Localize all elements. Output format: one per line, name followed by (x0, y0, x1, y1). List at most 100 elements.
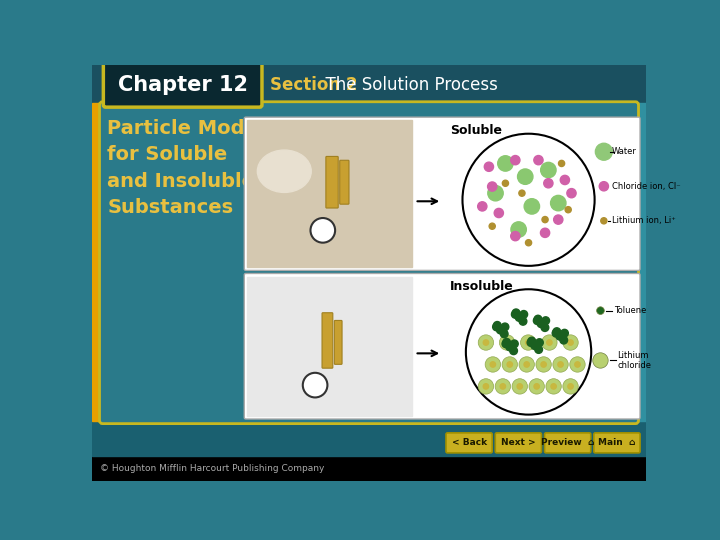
Bar (248, 120, 413, 267)
Text: Lithium ion, Li⁺: Lithium ion, Li⁺ (611, 217, 675, 225)
FancyBboxPatch shape (104, 63, 262, 107)
Circle shape (527, 339, 535, 347)
Circle shape (501, 323, 509, 331)
Circle shape (534, 317, 541, 325)
Circle shape (497, 326, 504, 334)
Bar (92, 65, 647, 103)
Circle shape (510, 232, 520, 241)
Ellipse shape (257, 150, 311, 192)
Circle shape (563, 379, 578, 394)
Circle shape (565, 207, 571, 213)
FancyBboxPatch shape (594, 433, 640, 453)
Circle shape (597, 307, 604, 314)
Circle shape (524, 199, 539, 214)
FancyBboxPatch shape (99, 102, 639, 423)
Circle shape (568, 384, 573, 389)
Circle shape (541, 228, 549, 238)
Text: Lithium
chloride: Lithium chloride (618, 351, 652, 370)
Text: The Solution Process: The Solution Process (315, 76, 498, 94)
Text: Insoluble: Insoluble (450, 280, 514, 293)
Circle shape (500, 335, 515, 350)
Circle shape (488, 185, 503, 201)
Circle shape (553, 328, 561, 335)
Circle shape (494, 208, 503, 218)
Circle shape (490, 362, 495, 367)
Circle shape (528, 337, 536, 345)
Circle shape (537, 320, 545, 328)
Circle shape (512, 379, 528, 394)
Circle shape (526, 340, 531, 345)
Circle shape (503, 180, 508, 186)
Text: Water and
lithium chloride: Water and lithium chloride (252, 124, 345, 146)
Circle shape (595, 143, 612, 160)
Circle shape (567, 188, 576, 198)
Circle shape (516, 314, 523, 321)
Text: © Houghton Mifflin Harcourt Publishing Company: © Houghton Mifflin Harcourt Publishing C… (99, 464, 324, 473)
Text: Preview  ⌂: Preview ⌂ (541, 438, 595, 447)
Circle shape (542, 217, 548, 222)
Circle shape (512, 309, 520, 316)
Circle shape (593, 353, 608, 368)
Circle shape (507, 362, 513, 367)
Ellipse shape (310, 218, 335, 242)
Circle shape (483, 384, 489, 389)
Bar (92, 456, 647, 481)
Circle shape (485, 357, 500, 372)
Circle shape (558, 362, 563, 367)
Circle shape (552, 329, 560, 337)
FancyBboxPatch shape (244, 117, 640, 271)
FancyBboxPatch shape (446, 433, 492, 453)
Circle shape (511, 310, 519, 318)
Circle shape (510, 340, 518, 348)
Circle shape (536, 357, 552, 372)
Circle shape (541, 163, 556, 178)
FancyBboxPatch shape (244, 273, 640, 419)
Circle shape (544, 179, 553, 188)
Circle shape (599, 181, 608, 191)
Circle shape (529, 379, 544, 394)
FancyBboxPatch shape (334, 320, 342, 364)
Circle shape (524, 362, 529, 367)
Text: Soluble: Soluble (450, 124, 502, 137)
Circle shape (546, 340, 552, 345)
Text: Section 2: Section 2 (271, 76, 358, 94)
Circle shape (561, 329, 568, 337)
Circle shape (534, 156, 543, 165)
Circle shape (521, 335, 536, 350)
Text: < Back: < Back (451, 438, 487, 447)
Circle shape (466, 289, 591, 415)
Circle shape (478, 335, 494, 350)
Circle shape (563, 335, 578, 350)
Circle shape (568, 340, 573, 345)
Circle shape (502, 357, 518, 372)
Text: Main  ⌂: Main ⌂ (598, 438, 636, 447)
Circle shape (519, 357, 534, 372)
Circle shape (492, 323, 500, 331)
Circle shape (503, 339, 510, 346)
Circle shape (556, 333, 564, 340)
Circle shape (526, 240, 531, 246)
FancyBboxPatch shape (544, 433, 590, 453)
FancyBboxPatch shape (326, 157, 338, 208)
Circle shape (535, 346, 542, 353)
Circle shape (519, 318, 527, 325)
Bar (636, 103, 647, 421)
Circle shape (510, 156, 520, 165)
Circle shape (487, 182, 497, 191)
FancyBboxPatch shape (322, 313, 333, 368)
Circle shape (531, 342, 539, 349)
FancyBboxPatch shape (340, 160, 349, 204)
Circle shape (520, 310, 528, 318)
Circle shape (518, 169, 533, 184)
Circle shape (500, 384, 505, 389)
Circle shape (483, 340, 489, 345)
Text: Chloride ion, Cl⁻: Chloride ion, Cl⁻ (611, 182, 680, 191)
Ellipse shape (303, 373, 328, 397)
Circle shape (498, 156, 513, 171)
Text: Toluene and
lithium chloride: Toluene and lithium chloride (252, 280, 345, 302)
Circle shape (534, 384, 539, 389)
Circle shape (600, 218, 607, 224)
Text: Particle Model
for Soluble
and Insoluble
Substances: Particle Model for Soluble and Insoluble… (107, 119, 265, 217)
Circle shape (560, 176, 570, 185)
Circle shape (502, 340, 510, 348)
